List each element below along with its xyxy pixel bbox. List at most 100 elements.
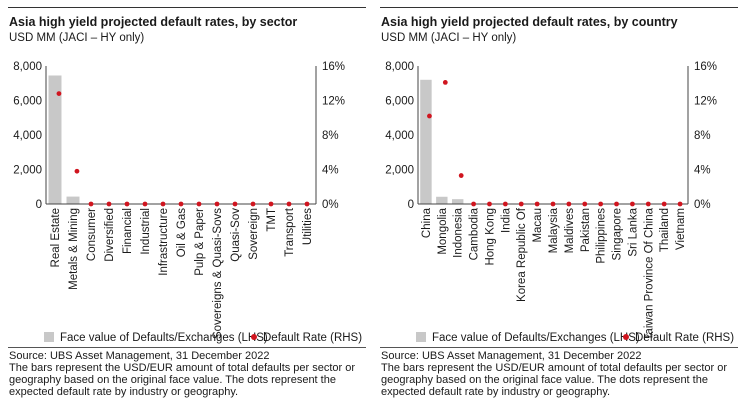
y-left-tick-label: 2,000 <box>385 165 414 177</box>
country-chart: 0 2,000 4,000 6,000 8,000 0% 4% 8% 12% 16% China Mo… <box>385 61 734 344</box>
sector-chart-panel: Asia high yield projected default rates,… <box>8 0 366 419</box>
category-label: Vietnam <box>675 208 687 250</box>
dot-sri-lanka <box>630 201 635 207</box>
dot-metals-mining <box>74 168 80 174</box>
category-label: Infrastructure <box>158 208 170 276</box>
dot-cambodia <box>471 201 476 207</box>
dot-pulp-paper <box>196 201 202 207</box>
top-rule <box>380 7 738 8</box>
category-label: Korea Republic Of <box>516 207 528 302</box>
dot-sovereign <box>250 201 256 207</box>
y-left-tick-label: 4,000 <box>385 130 414 142</box>
category-label: Utilities <box>302 208 314 245</box>
category-label: Metals & Mining <box>68 208 80 290</box>
category-label: Philippines <box>596 208 608 264</box>
chart-subtitle: USD MM (JACI – HY only) <box>381 32 517 44</box>
legend-bar-swatch <box>416 332 426 342</box>
dot-maldives <box>566 201 572 207</box>
dot-china <box>427 113 432 119</box>
dot-infrastructure <box>160 201 166 207</box>
bar-metals-mining <box>66 196 80 204</box>
top-rule <box>8 7 366 8</box>
dot-financial <box>124 201 130 207</box>
dot-real-estate <box>56 91 62 96</box>
sector-chart: 0 2,000 4,000 6,000 8,000 0% 4% 8% 12% 16% Real Es… <box>13 61 362 344</box>
y-right-tick-label: 16% <box>322 61 345 73</box>
dot-pakistan <box>582 201 588 207</box>
source-text: Source: UBS Asset Management, 31 Decembe… <box>9 350 270 362</box>
dot-taiwan-province-of-china <box>645 201 651 207</box>
dot-sovereigns-quasi-sovs <box>214 201 220 207</box>
bar-mongolia <box>436 196 448 204</box>
dot-diversified <box>106 201 112 207</box>
dot-korea-republic-of <box>518 201 524 207</box>
category-label: Macau <box>532 208 544 243</box>
dot-singapore <box>614 201 619 207</box>
category-label: Singapore <box>612 208 624 260</box>
category-label: Hong Kong <box>484 208 496 266</box>
y-right-tick-label: 4% <box>322 165 339 177</box>
bar-indonesia <box>451 199 464 204</box>
category-label: Taiwan Province Of China <box>643 207 655 340</box>
category-label: Diversified <box>104 208 116 262</box>
legend-dot-label: Default Rate (RHS) <box>263 332 362 344</box>
chart-subtitle: USD MM (JACI – HY only) <box>9 32 145 44</box>
country-chart-panel: Asia high yield projected default rates,… <box>380 0 738 419</box>
category-label: Indonesia <box>453 207 465 257</box>
dot-hong-kong <box>487 201 492 207</box>
y-right-tick-label: 4% <box>694 165 711 177</box>
bar-china <box>420 79 432 204</box>
dot-indonesia <box>458 173 464 178</box>
category-label: TMT <box>266 208 278 232</box>
y-right-tick-label: 0% <box>694 199 711 211</box>
note-text: The bars represent the USD/EUR amount of… <box>9 362 356 398</box>
category-label: Maldives <box>564 208 576 254</box>
category-label: Quasi-Sov <box>230 208 242 262</box>
legend-dot-swatch <box>623 334 629 340</box>
category-label: Pakistan <box>580 208 592 252</box>
category-label: Sovereign <box>248 208 260 260</box>
dot-mongolia <box>442 79 448 85</box>
dot-tmt <box>268 201 274 207</box>
category-label: Sovereigns & Quasi-Sovs <box>212 208 224 339</box>
y-right-tick-label: 0% <box>322 199 339 211</box>
legend-bar-swatch <box>44 332 54 342</box>
y-left-tick-label: 6,000 <box>13 96 42 108</box>
dot-vietnam <box>677 201 683 207</box>
y-right-tick-label: 16% <box>694 61 717 73</box>
dot-india <box>502 201 508 207</box>
y-left-tick-label: 8,000 <box>13 61 42 73</box>
chart-title: Asia high yield projected default rates,… <box>9 15 298 29</box>
category-label: Consumer <box>86 208 98 261</box>
dot-philippines <box>598 201 604 207</box>
y-left-tick-label: 2,000 <box>13 165 42 177</box>
category-label: Cambodia <box>469 207 481 260</box>
y-right-tick-label: 12% <box>322 96 345 108</box>
y-left-tick-label: 0 <box>408 199 414 211</box>
category-label: Thailand <box>659 208 671 252</box>
category-label: Transport <box>284 207 296 257</box>
dot-thailand <box>661 201 667 207</box>
y-right-tick-label: 8% <box>322 130 339 142</box>
category-label: Malaysia <box>548 207 560 253</box>
chart-title: Asia high yield projected default rates,… <box>381 15 678 29</box>
bottom-rule <box>8 347 366 348</box>
category-label: China <box>421 207 433 238</box>
dot-industrial <box>142 201 148 207</box>
bottom-rule <box>380 347 738 348</box>
dot-quasi-sov <box>232 201 238 207</box>
legend-dot-swatch <box>251 334 257 340</box>
y-left-tick-label: 4,000 <box>13 130 42 142</box>
dot-consumer <box>88 201 94 207</box>
category-label: Financial <box>122 208 134 254</box>
y-right-tick-label: 12% <box>694 96 717 108</box>
y-left-tick-label: 6,000 <box>385 96 414 108</box>
source-text: Source: UBS Asset Management, 31 Decembe… <box>381 350 642 362</box>
category-label: Mongolia <box>437 207 449 254</box>
category-label: Sri Lanka <box>627 207 639 256</box>
y-left-tick-label: 0 <box>36 199 42 211</box>
category-label: India <box>500 207 512 233</box>
bar-real-estate <box>48 75 62 204</box>
category-label: Real Estate <box>50 208 62 267</box>
dot-macau <box>534 201 540 207</box>
